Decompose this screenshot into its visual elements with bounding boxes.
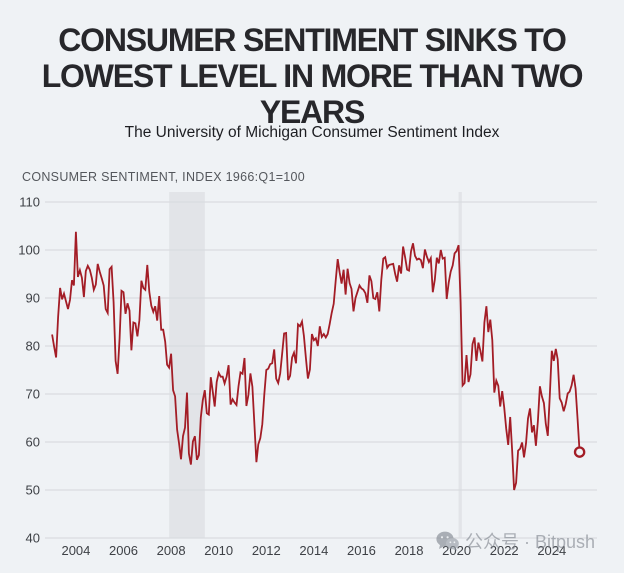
- page-subtitle: The University of Michigan Consumer Sent…: [124, 124, 500, 141]
- svg-text:80: 80: [26, 339, 40, 354]
- svg-text:2024: 2024: [537, 543, 566, 558]
- svg-text:100: 100: [18, 243, 40, 258]
- chart-axis-title: CONSUMER SENTIMENT, INDEX 1966:Q1=100: [22, 170, 306, 184]
- svg-text:60: 60: [26, 435, 40, 450]
- x-axis-tick-labels: 2004 2006 2008 2010 2012 2014 2016 2018 2020 2022…: [61, 543, 566, 558]
- svg-text:2004: 2004: [61, 543, 90, 558]
- gridlines: [45, 201, 597, 539]
- svg-text:2008: 2008: [157, 543, 186, 558]
- svg-text:2014: 2014: [299, 543, 328, 558]
- svg-text:70: 70: [26, 387, 40, 402]
- svg-text:2020: 2020: [442, 543, 471, 558]
- svg-text:2012: 2012: [252, 543, 281, 558]
- svg-text:50: 50: [26, 483, 40, 498]
- svg-text:2006: 2006: [109, 543, 138, 558]
- svg-text:2022: 2022: [490, 543, 519, 558]
- sentiment-line-series: [51, 231, 581, 491]
- latest-value-marker: [573, 446, 586, 458]
- page-title-line-2: LOWEST LEVEL IN MORE THAN TWO: [41, 58, 584, 94]
- page-title-line-3: YEARS: [259, 94, 365, 130]
- svg-text:40: 40: [26, 531, 40, 546]
- recession-shading: [169, 192, 462, 538]
- svg-text:110: 110: [19, 195, 40, 210]
- svg-text:2016: 2016: [347, 543, 376, 558]
- page-title: CONSUMER SENTIMENT SINKS TO LOWEST LEVEL…: [0, 22, 624, 130]
- page-title-line-1: CONSUMER SENTIMENT SINKS TO: [58, 22, 567, 58]
- svg-text:2018: 2018: [395, 543, 424, 558]
- svg-text:2010: 2010: [204, 543, 233, 558]
- svg-text:90: 90: [26, 291, 40, 306]
- y-axis-tick-labels: 40 50 60 70 80 90 100 110: [18, 195, 40, 546]
